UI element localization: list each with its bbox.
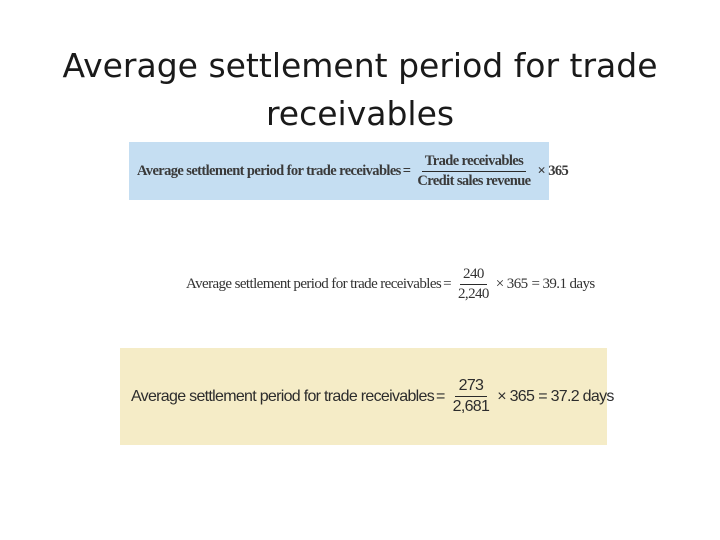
multiplier: × 365 — [497, 387, 535, 405]
formula-example-2: Average settlement period for trade rece… — [120, 348, 614, 445]
slide-title-line-2: receivables — [265, 94, 455, 134]
fraction-numerator: Trade receivables — [421, 153, 527, 172]
equals-sign: = — [443, 275, 452, 292]
multiplier: × 365 — [495, 275, 528, 292]
fraction-numerator: 273 — [454, 377, 488, 397]
formula-label: Average settlement period for trade rece… — [186, 275, 442, 292]
formula-label: Average settlement period for trade rece… — [137, 162, 401, 179]
equals-sign: = — [436, 387, 445, 405]
fraction-denominator: 2,240 — [458, 285, 489, 302]
fraction-numerator: 240 — [460, 266, 487, 285]
fraction-denominator: Credit sales revenue — [417, 172, 531, 189]
slide-title: Average settlement period for trade rece… — [40, 42, 680, 138]
formula-result: = 39.1 days — [531, 275, 596, 292]
slide-title-line-1: Average settlement period for trade — [62, 46, 658, 86]
formula-result: = 37.2 days — [538, 387, 614, 405]
fraction: Trade receivables Credit sales revenue — [414, 153, 533, 190]
formula-example-1: Average settlement period for trade rece… — [186, 258, 606, 310]
fraction: 240 2,240 — [455, 266, 492, 303]
multiplier: × 365 — [537, 162, 569, 179]
fraction-denominator: 2,681 — [452, 398, 490, 415]
fraction: 273 2,681 — [449, 377, 494, 416]
formula-definition: Average settlement period for trade rece… — [129, 142, 569, 200]
formula-label: Average settlement period for trade rece… — [131, 387, 435, 405]
equals-sign: = — [402, 162, 411, 179]
